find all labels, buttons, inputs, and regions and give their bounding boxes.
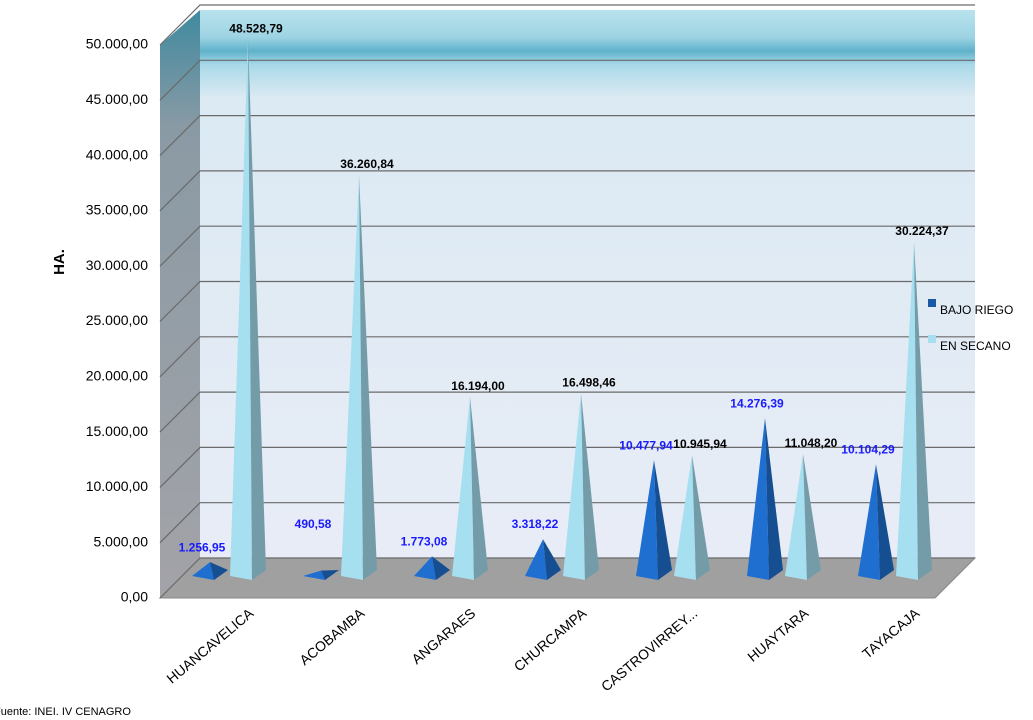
bar-side — [359, 174, 377, 580]
bar-side — [470, 396, 488, 580]
bar — [414, 556, 450, 580]
bar — [563, 393, 599, 580]
y-tick-label: 15.000,00 — [86, 423, 148, 439]
bar — [452, 396, 488, 580]
bar-face — [785, 453, 807, 580]
bar-side — [248, 39, 266, 580]
bar — [636, 460, 672, 580]
bar-side — [581, 393, 599, 580]
bar — [341, 174, 377, 580]
value-label: 1.256,95 — [179, 540, 226, 554]
grid-line — [159, 170, 975, 212]
value-label: 11.048,20 — [785, 436, 838, 450]
value-label: 16.194,00 — [451, 379, 505, 393]
bar-face — [747, 418, 769, 580]
grid-line — [159, 557, 975, 599]
value-label: 3.318,22 — [512, 517, 559, 531]
bar-side — [765, 418, 783, 580]
bar-face — [636, 460, 658, 580]
y-tick-label: 40.000,00 — [86, 146, 148, 162]
bar-face — [896, 241, 918, 580]
bar — [192, 562, 228, 580]
grid-line — [159, 114, 975, 157]
y-tick-label: 30.000,00 — [86, 257, 148, 273]
legend-swatch — [928, 335, 936, 343]
bar — [230, 39, 266, 580]
bar-face — [303, 570, 325, 580]
grid-line — [159, 336, 975, 378]
grid-line — [159, 391, 975, 433]
bar-side — [654, 460, 672, 580]
value-label: 1.773,08 — [401, 535, 448, 549]
bar-face — [858, 464, 880, 580]
value-label: 10.477,94 — [619, 438, 673, 452]
x-tick-label: TAYACAJA — [859, 604, 923, 661]
legend-label: EN SECANO — [940, 339, 1011, 353]
side-wall — [160, 10, 200, 598]
bar — [896, 241, 932, 580]
bar-face — [452, 396, 474, 580]
bar-face — [525, 539, 547, 580]
y-tick-label: 45.000,00 — [86, 91, 148, 107]
bar-face — [230, 39, 252, 580]
bar-face — [341, 174, 363, 580]
value-label: 10.104,29 — [841, 442, 895, 456]
grid-line — [159, 280, 975, 322]
value-label: 48.528,79 — [229, 21, 283, 35]
grid-line — [159, 59, 975, 101]
value-label: 16.498,46 — [562, 376, 616, 390]
bar-side — [210, 562, 228, 580]
y-tick-label: 20.000,00 — [86, 368, 148, 384]
bar — [674, 454, 710, 580]
bar-side — [321, 570, 339, 580]
value-label: 10.945,94 — [673, 437, 727, 451]
legend-swatch — [928, 299, 936, 307]
grid-line — [159, 225, 975, 267]
bar-side — [803, 453, 821, 580]
back-wall — [200, 10, 975, 558]
bar-face — [563, 393, 585, 580]
bar-side — [876, 464, 894, 580]
y-tick-label: 50.000,00 — [86, 36, 148, 52]
bar — [747, 418, 783, 580]
bar — [303, 570, 339, 580]
bar — [785, 453, 821, 580]
legend-label: BAJO RIEGO — [940, 303, 1013, 317]
grid — [159, 4, 975, 599]
value-label: 490,58 — [295, 517, 332, 531]
y-tick-label: 5.000,00 — [94, 533, 149, 549]
grid-line — [159, 446, 975, 488]
grid-line — [159, 502, 975, 544]
source-note: Fuente: INEI. IV CENAGRO — [0, 706, 131, 718]
y-tick-label: 10.000,00 — [86, 478, 148, 494]
x-tick-label: CHURCAMPA — [511, 604, 590, 674]
y-tick-label: 35.000,00 — [86, 202, 148, 218]
value-label: 14.276,39 — [730, 396, 784, 410]
bar-face — [192, 562, 214, 580]
value-label: 30.224,37 — [895, 224, 949, 238]
y-tick-label: 0,00 — [121, 589, 148, 605]
x-tick-label: HUAYTARA — [744, 604, 812, 664]
bar-side — [914, 241, 932, 580]
x-tick-label: CASTROVIRREY... — [598, 605, 700, 695]
x-tick-label: ANGARAES — [408, 605, 478, 667]
value-label: 36.260,84 — [340, 157, 394, 171]
x-tick-label: HUANCAVELICA — [163, 604, 256, 686]
bar — [525, 539, 561, 580]
bar-side — [692, 454, 710, 580]
bar-side — [543, 539, 561, 580]
grid-line — [159, 4, 975, 46]
bar — [858, 464, 894, 580]
bar-side — [432, 556, 450, 580]
y-axis-label: HA. — [51, 249, 68, 275]
y-tick-label: 25.000,00 — [86, 312, 148, 328]
bar-face — [414, 556, 436, 580]
x-tick-label: ACOBAMBA — [296, 604, 368, 668]
bar-face — [674, 454, 696, 580]
